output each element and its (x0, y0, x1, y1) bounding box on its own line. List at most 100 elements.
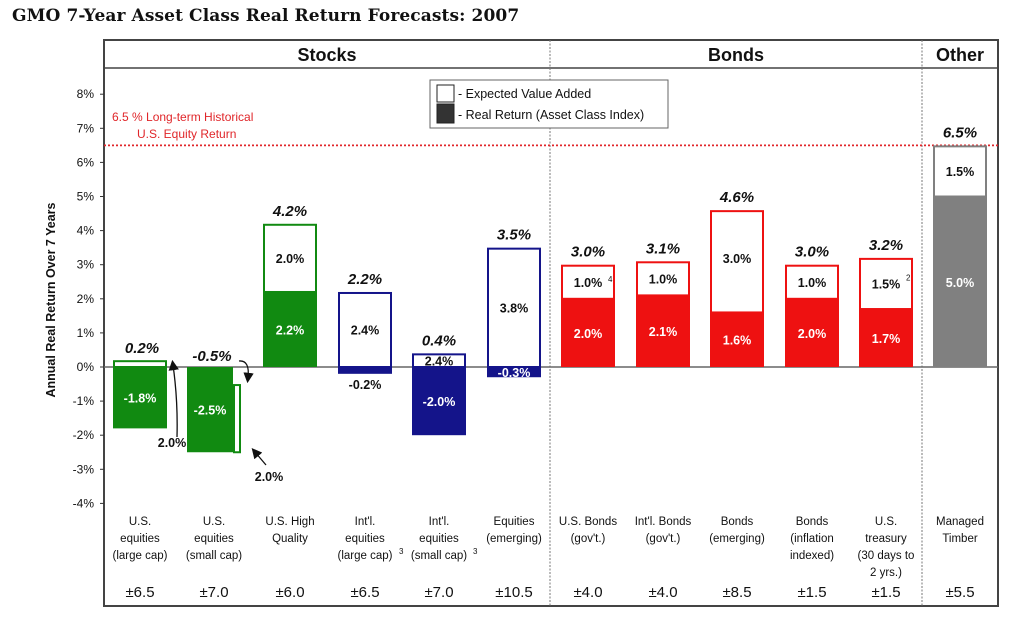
bar-value-added (487, 247, 541, 368)
bar-value-added-label: 2.0% (158, 436, 187, 450)
chart-title: GMO 7-Year Asset Class Real Return Forec… (12, 6, 520, 26)
bar-value-added (561, 264, 615, 300)
bar-real-return (710, 312, 764, 367)
bar-real-return (487, 367, 541, 378)
y-tick-label: 6% (77, 155, 95, 169)
category-label: treasury (865, 533, 907, 545)
bar-real-return (113, 367, 167, 429)
y-tick-label: -4% (73, 496, 95, 510)
bar-real-return-label: 2.2% (276, 323, 305, 337)
bar-value-added-label: 2.0% (276, 252, 305, 266)
category-label: (gov't.) (646, 533, 681, 545)
bar-real-return-label: 2.1% (649, 325, 678, 339)
error-range-label: ±4.0 (573, 584, 602, 601)
legend-label-real-return: - Real Return (Asset Class Index) (458, 108, 644, 122)
error-range-label: ±5.5 (945, 584, 974, 601)
bar-real-return-label: 2.0% (798, 327, 827, 341)
error-range-label: ±4.0 (648, 584, 677, 601)
historical-return-label-line2: U.S. Equity Return (137, 127, 236, 141)
bar-value-added-label: 3.0% (723, 252, 752, 266)
bar-real-return-label: -0.2% (349, 378, 382, 392)
legend-label-value-added: - Expected Value Added (458, 87, 591, 101)
error-range-label: ±1.5 (797, 584, 826, 601)
historical-return-label-line1: 6.5 % Long-term Historical (112, 110, 253, 124)
category-label: U.S. Bonds (559, 516, 617, 528)
section-header-other: Other (936, 45, 984, 65)
bar-total-label: 3.2% (869, 237, 903, 254)
y-tick-label: -1% (73, 394, 95, 408)
bar-total-label: 4.2% (272, 203, 307, 220)
category-label: equities (120, 533, 160, 545)
bar-real-return (561, 298, 615, 367)
bar-total-label: 3.5% (497, 227, 531, 244)
bar-total-label: 3.0% (571, 244, 605, 261)
error-range-label: ±1.5 (871, 584, 900, 601)
y-tick-label: 0% (77, 360, 95, 374)
section-header-stocks: Stocks (297, 45, 356, 65)
category-label: equities (345, 533, 385, 545)
bar-total-label: 4.6% (719, 189, 754, 206)
bar-total-label: 0.2% (125, 340, 159, 357)
category-label: Int'l. Bonds (635, 516, 692, 528)
category-label: (large cap) (338, 550, 393, 562)
category-label: U.S. High (265, 516, 314, 528)
category-label: Managed (936, 516, 984, 528)
annotation-arrow-large-cap (168, 359, 179, 438)
y-tick-label: 7% (77, 121, 95, 135)
bar-real-return-label: 2.0% (574, 327, 603, 341)
error-range-label: ±6.5 (350, 584, 379, 601)
y-tick-label: -3% (73, 462, 95, 476)
bar-value-added-label: 1.0% (798, 276, 827, 290)
bar-value-added-label: 2.0% (255, 470, 284, 484)
bar-real-return-label: -2.5% (194, 404, 227, 418)
bar-value-added-label: 2.4% (351, 323, 380, 337)
bar-value-added-label: 1.5% (872, 277, 901, 291)
bar-total-label: 3.0% (795, 244, 829, 261)
category-label: Int'l. (429, 516, 450, 528)
bar-real-return (412, 367, 466, 436)
category-label: 2 yrs.) (870, 567, 902, 579)
category-label: U.S. (129, 516, 151, 528)
bar-real-return (859, 309, 913, 367)
bar-value-added (933, 145, 987, 198)
annotation-arrow-small-cap-total (238, 360, 254, 384)
legend-box (429, 79, 669, 129)
bar-total-label: 0.4% (422, 332, 456, 349)
bar-real-return-label: -2.0% (423, 395, 456, 409)
category-label: Quality (272, 533, 308, 545)
category-label: Bonds (796, 516, 829, 528)
bar-real-return-label: -0.3% (498, 366, 531, 380)
footnote-superscript: 3 (399, 547, 404, 556)
bar-value-added (785, 264, 839, 300)
category-label: (small cap) (411, 550, 467, 562)
bar-value-added (859, 257, 913, 311)
category-label: (large cap) (113, 550, 168, 562)
bar-real-return (636, 295, 690, 367)
bar-value-added-label: 1.0% (574, 276, 603, 290)
bar-total-label: 3.1% (646, 240, 680, 257)
category-label: (30 days to (858, 550, 915, 562)
plot-frame (103, 39, 999, 607)
bar-real-return (785, 298, 839, 367)
category-label: (emerging) (709, 533, 765, 545)
bar-value-added (710, 210, 764, 314)
y-tick-label: 2% (77, 292, 95, 306)
category-label: Equities (494, 516, 535, 528)
category-label: indexed) (790, 550, 834, 562)
footnote-superscript: 3 (473, 547, 478, 556)
bar-value-added (338, 291, 392, 369)
legend-swatch-real-return (436, 103, 455, 124)
bar-real-return (933, 196, 987, 367)
bar-total-label: 6.5% (943, 124, 977, 141)
annotation-arrow-small-cap-value (251, 448, 267, 466)
category-label: U.S. (875, 516, 897, 528)
error-range-label: ±6.0 (275, 584, 304, 601)
error-range-label: ±6.5 (125, 584, 154, 601)
bar-value-added (113, 360, 167, 368)
footnote-superscript: 4 (608, 275, 613, 284)
category-label: Bonds (721, 516, 754, 528)
bar-real-return-label: 5.0% (946, 276, 975, 290)
footnote-superscript: 2 (906, 273, 911, 282)
y-tick-label: 8% (77, 87, 95, 101)
